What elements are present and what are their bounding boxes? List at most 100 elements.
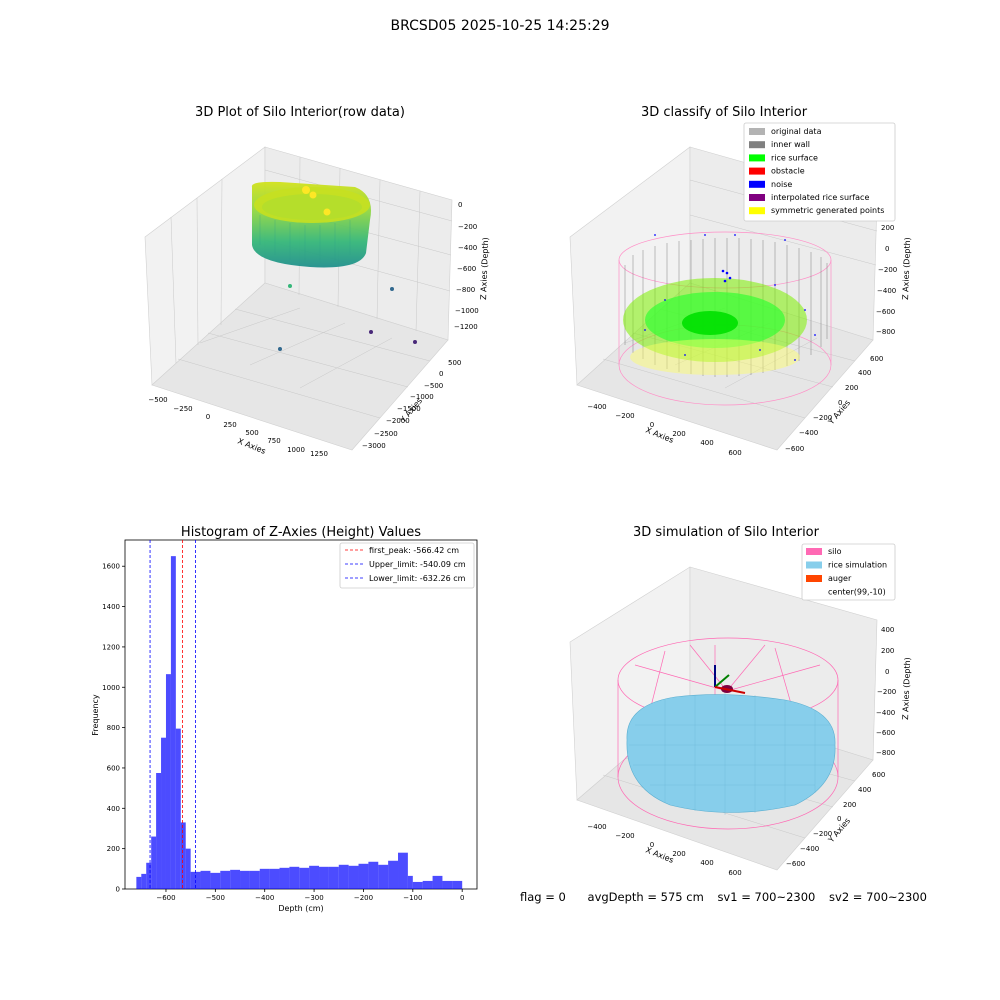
histogram-bar [398, 852, 408, 889]
raw-z-tick: −1200 [454, 323, 478, 331]
histogram-bar [220, 870, 231, 889]
simulation-y-tick: 0 [837, 815, 841, 823]
classify-x-ticks: −400 −200 0 200 400 600 [587, 403, 741, 457]
raw-pane-floor [151, 282, 449, 451]
histogram-x-tick: −400 [255, 894, 274, 902]
histogram-x-tick: −600 [156, 894, 175, 902]
classify-y-tick: 400 [858, 369, 871, 377]
simulation-legend-label: silo [828, 547, 842, 556]
classify-legend-swatch [749, 194, 765, 201]
simulation-x-ticks: −400 −200 0 200 400 600 [587, 823, 741, 877]
histogram-y-label: Frequency [91, 694, 100, 736]
classify-legend-label: symmetric generated points [771, 206, 884, 215]
histogram-x-ticks: −600 −500 −400 −300 −200 −100 0 [156, 889, 464, 902]
raw-z-label: Z Axies (Depth) [479, 237, 490, 300]
histogram-y-tick: 1400 [102, 603, 120, 611]
simulation-legend-label: center(99,-10) [828, 588, 886, 597]
histogram-x-tick: −500 [206, 894, 225, 902]
classify-y-tick: 0 [838, 399, 842, 407]
simulation-z-ticks: 400 200 0 −200 −400 −600 −800 [876, 626, 896, 757]
classify-z-tick: −800 [876, 328, 895, 336]
histogram-legend-label: Lower_limit: -632.26 cm [369, 574, 466, 583]
simulation-z-tick: 0 [885, 668, 889, 676]
simulation-x-tick: 0 [650, 841, 654, 849]
simulation-y-tick: −400 [800, 845, 819, 853]
classify-legend-swatch [749, 128, 765, 135]
simulation-z-tick: −400 [876, 709, 895, 717]
classify-x-tick: 200 [672, 430, 685, 438]
histogram-bar [358, 863, 369, 889]
simulation-y-tick: 600 [872, 771, 885, 779]
classify-x-label: X Axies [644, 426, 675, 445]
classify-legend-label: original data [771, 127, 822, 136]
simulation-legend-swatch [806, 575, 822, 582]
simulation-z-tick: −800 [876, 749, 895, 757]
classify-legend-label: interpolated rice surface [771, 193, 869, 202]
histogram-bar [240, 870, 250, 889]
histogram-bar [146, 862, 152, 889]
raw-z-tick: −600 [457, 265, 476, 273]
raw-x-tick: −250 [173, 405, 192, 413]
histogram-x-label: Depth (cm) [278, 904, 323, 913]
histogram-y-tick: 1600 [102, 563, 120, 571]
histogram-bar [388, 860, 399, 889]
simulation-x-tick: −400 [587, 823, 606, 831]
raw-y-tick: 500 [448, 359, 461, 367]
simulation-plot-title: 3D simulation of Silo Interior [633, 525, 820, 540]
simulation-z-label: Z Axies (Depth) [901, 657, 912, 720]
histogram-bar [378, 864, 389, 889]
histogram-title: Histogram of Z-Axies (Height) Values [181, 525, 421, 540]
histogram-bar [407, 875, 413, 889]
histogram-bar [432, 875, 443, 889]
classify-legend-label: noise [771, 180, 792, 189]
simulation-3d-plot: 3D simulation of Silo Interior [569, 525, 912, 877]
histogram-y-tick: 0 [116, 886, 120, 894]
raw-x-tick: −500 [148, 396, 167, 404]
raw-3d-plot: 3D Plot of Silo Interior(row data) [144, 105, 490, 458]
classify-y-tick: 200 [845, 384, 858, 392]
sv2-text: sv2 = 700~2300 [829, 890, 927, 904]
raw-x-tick: 250 [223, 421, 236, 429]
histogram-bar [412, 881, 423, 889]
histogram-y-tick: 200 [107, 845, 120, 853]
classify-y-tick: −200 [813, 414, 832, 422]
simulation-y-tick: −600 [786, 860, 805, 868]
histogram-legend-label: first_peak: -566.42 cm [369, 546, 459, 555]
raw-plot-title: 3D Plot of Silo Interior(row data) [195, 105, 405, 120]
classify-x-tick: 400 [700, 439, 713, 447]
classify-y-ticks: 600 400 200 0 −200 −400 −600 [785, 355, 883, 453]
raw-x-tick: 500 [245, 429, 258, 437]
simulation-legend-swatch [806, 548, 822, 555]
simulation-rice-surface [626, 693, 836, 815]
classify-3d-plot: 3D classify of Silo Interior [569, 105, 912, 457]
histogram-bar [289, 866, 300, 889]
classify-z-label: Z Axies (Depth) [901, 237, 912, 300]
histogram-y-tick: 800 [107, 724, 120, 732]
histogram-y-ticks: 0 200 400 600 800 1000 1200 1400 1600 [102, 563, 125, 894]
classify-rice-surface [623, 278, 807, 375]
histogram-bar [230, 869, 241, 889]
raw-y-ticks: 500 0 −500 −1000 −1500 −2000 −2500 −3000 [362, 359, 461, 450]
histogram-bar [269, 868, 280, 889]
raw-y-tick: −3000 [362, 442, 386, 450]
simulation-z-tick: 200 [881, 647, 894, 655]
raw-z-ticks: 0 −200 −400 −600 −800 −1000 −1200 [454, 201, 479, 331]
raw-point-cloud [251, 181, 371, 268]
histogram-bar [156, 773, 162, 889]
classify-y-tick: −600 [785, 445, 804, 453]
histogram-bar [309, 865, 320, 889]
classify-legend-label: inner wall [771, 140, 810, 149]
avg-depth-text: avgDepth = 575 cm [587, 890, 704, 904]
classify-legend-swatch [749, 207, 765, 215]
histogram-y-tick: 600 [107, 764, 120, 772]
raw-x-tick: 1250 [310, 450, 328, 458]
raw-y-tick: 0 [439, 370, 443, 378]
histogram-bar [279, 867, 290, 889]
histogram-bar [328, 866, 339, 889]
classify-z-tick: 0 [885, 245, 889, 253]
histogram-bar [452, 880, 463, 889]
raw-z-tick: −200 [458, 223, 477, 231]
histogram-y-tick: 400 [107, 805, 120, 813]
histogram-reference-lines [149, 540, 196, 889]
